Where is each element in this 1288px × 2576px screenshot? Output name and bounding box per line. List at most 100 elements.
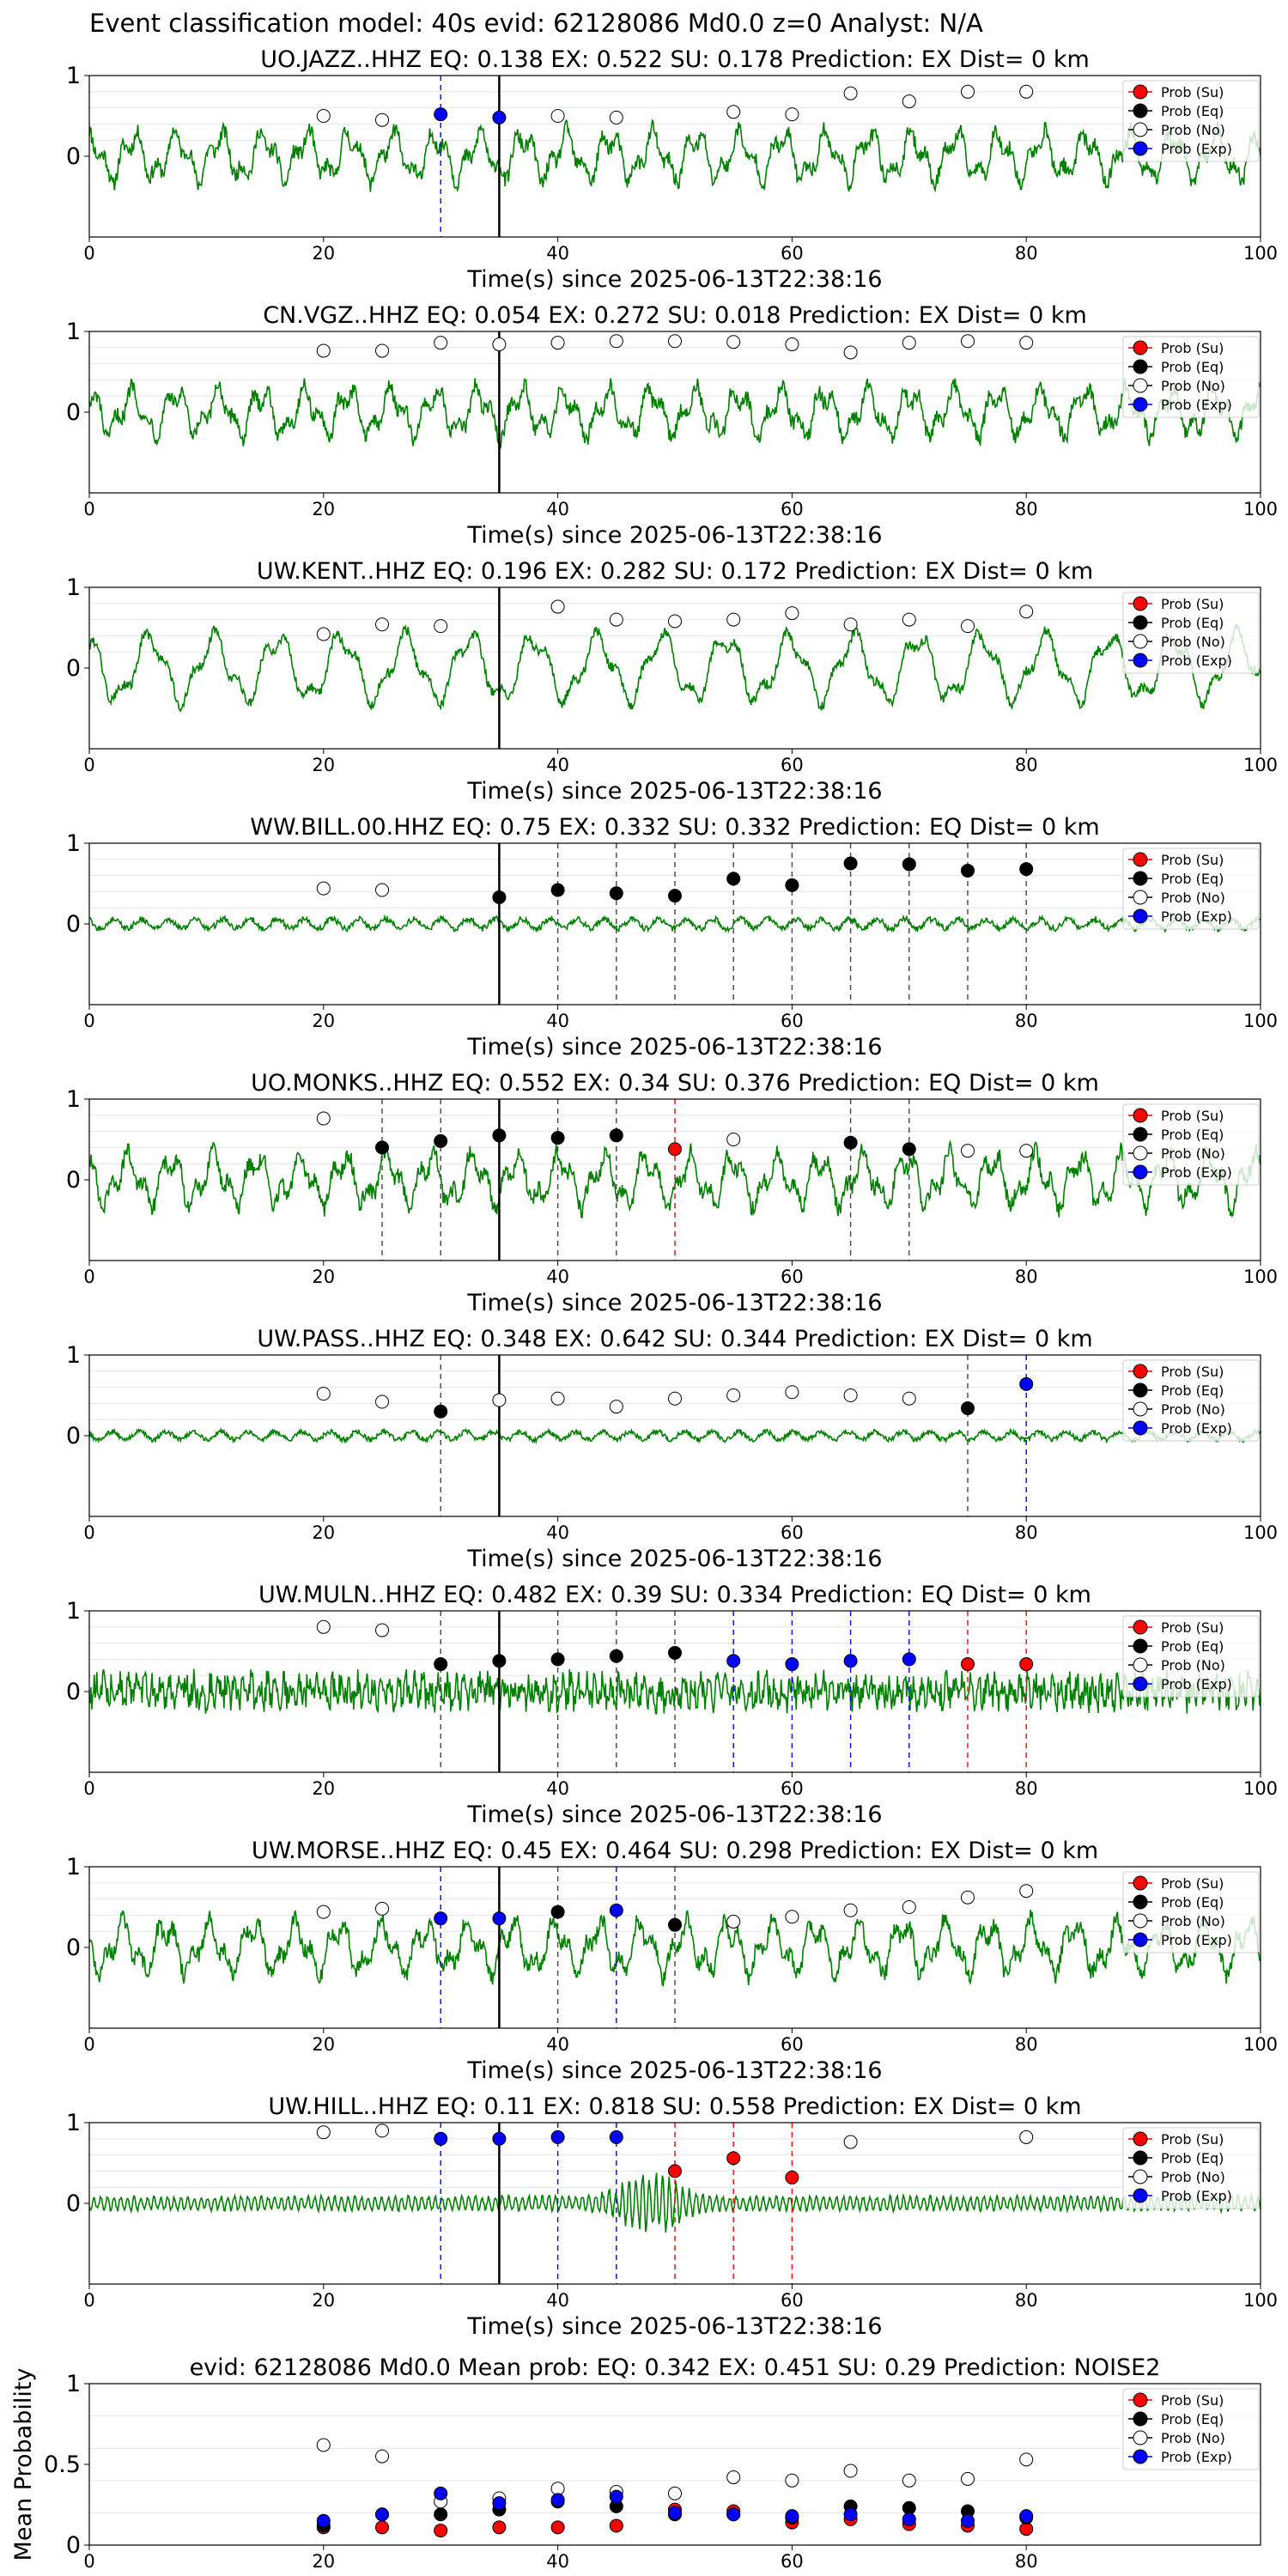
x-tick-label: 40 (546, 499, 569, 519)
x-tick-label: 0 (83, 1522, 94, 1543)
mean-prob-marker-no (843, 2464, 858, 2478)
x-tick-label: 100 (1243, 1011, 1278, 1031)
prob-marker-eq (902, 857, 916, 872)
legend-marker (1133, 908, 1148, 924)
prob-marker-no (902, 94, 916, 109)
x-tick-label: 0 (83, 2551, 94, 2572)
x-axis-label: Time(s) since 2025-06-13T22:38:16 (466, 2057, 882, 2084)
prob-marker-no (785, 107, 799, 122)
prob-marker-eq (668, 1917, 682, 1932)
y-tick-label: 1 (66, 63, 81, 89)
prob-marker-eq (375, 1140, 389, 1155)
prob-marker-exp (492, 110, 507, 125)
x-tick-label: 0 (83, 1267, 94, 1287)
legend-marker (1133, 340, 1148, 355)
legend-label: Prob (No) (1161, 634, 1225, 650)
legend-label: Prob (Su) (1161, 2131, 1224, 2148)
mean-prob-marker-exp (550, 2493, 565, 2507)
legend-label: Prob (Eq) (1161, 2150, 1224, 2166)
x-tick-label: 20 (312, 1778, 335, 1799)
prob-marker-no (843, 345, 858, 360)
legend-label: Prob (Eq) (1161, 871, 1224, 887)
legend-marker (1133, 1875, 1148, 1891)
prob-marker-no (961, 1890, 975, 1905)
y-tick-label: 0 (66, 143, 81, 170)
panel-title: UW.KENT..HHZ EQ: 0.196 EX: 0.282 SU: 0.1… (257, 558, 1093, 585)
prob-marker-no (316, 2125, 331, 2140)
prob-marker-no (1019, 336, 1034, 350)
x-tick-label: 20 (312, 1267, 335, 1287)
mean-prob-marker-exp (609, 2489, 623, 2504)
mean-prob-marker-no (785, 2473, 799, 2488)
waveform-trace (88, 118, 1261, 193)
x-tick-label: 20 (312, 1011, 335, 1031)
axes-frame (88, 842, 1261, 1005)
x-tick-label: 60 (781, 755, 804, 775)
waveform-panel: UW.KENT..HHZ EQ: 0.196 EX: 0.282 SU: 0.1… (66, 558, 1278, 805)
mean-prob-marker-eq (434, 2507, 448, 2522)
x-tick-label: 40 (546, 1778, 569, 1799)
legend-label: Prob (No) (1161, 890, 1225, 906)
x-tick-label: 60 (781, 1522, 804, 1543)
x-tick-label: 100 (1243, 243, 1278, 264)
legend-label: Prob (Su) (1161, 596, 1224, 612)
prob-marker-exp (434, 2131, 448, 2146)
waveform-panel: UW.MORSE..HHZ EQ: 0.45 EX: 0.464 SU: 0.2… (66, 1838, 1278, 2084)
legend-marker (1133, 2150, 1148, 2166)
x-tick-label: 80 (1015, 2034, 1038, 2055)
axes-frame (88, 2122, 1261, 2285)
legend-marker (1133, 634, 1148, 649)
legend-label: Prob (No) (1161, 1401, 1225, 1418)
legend-label: Prob (Exp) (1161, 397, 1232, 413)
panel-title: UW.MORSE..HHZ EQ: 0.45 EX: 0.464 SU: 0.2… (252, 1838, 1098, 1864)
y-tick-label: 1 (66, 830, 81, 857)
legend-label: Prob (Exp) (1161, 141, 1232, 157)
mean-prob-marker-exp (668, 2506, 682, 2520)
x-axis-label: Time(s) since 2025-06-13T22:38:16 (466, 1290, 882, 1316)
x-axis-label: Time(s) since 2025-06-13T22:38:16 (466, 266, 882, 293)
legend-marker (1133, 2449, 1148, 2464)
prob-marker-exp (609, 2129, 623, 2144)
legend-box (1122, 1871, 1260, 1953)
prob-marker-exp (434, 1911, 448, 1926)
prob-marker-no (1019, 2129, 1034, 2144)
legend-marker (1133, 2411, 1148, 2427)
waveform-trace (88, 1427, 1261, 1445)
legend-marker (1133, 890, 1148, 905)
prob-marker-no (316, 1111, 331, 1126)
prob-marker-no (785, 1385, 799, 1400)
axes-frame (88, 75, 1261, 238)
mean-prob-marker-su (434, 2524, 448, 2538)
y-tick-label: 0.5 (44, 2451, 81, 2478)
legend-label: Prob (Eq) (1161, 1894, 1224, 1911)
prob-marker-su (1019, 1657, 1034, 1672)
legend-label: Prob (No) (1161, 122, 1225, 138)
prob-marker-no (726, 1388, 741, 1402)
prob-marker-no (726, 105, 741, 119)
prob-marker-eq (550, 1652, 565, 1667)
legend-marker (1133, 1420, 1148, 1436)
mean-prob-marker-exp (375, 2507, 389, 2522)
panel-title: UO.JAZZ..HHZ EQ: 0.138 EX: 0.522 SU: 0.1… (260, 46, 1090, 73)
prob-marker-no (375, 883, 389, 897)
waveform-panel: UO.JAZZ..HHZ EQ: 0.138 EX: 0.522 SU: 0.1… (66, 46, 1278, 293)
legend-label: Prob (Exp) (1161, 1164, 1232, 1181)
x-tick-label: 100 (1243, 1522, 1278, 1543)
prob-marker-exp (902, 1652, 916, 1667)
legend-marker (1133, 1164, 1148, 1180)
legend-marker (1133, 1657, 1148, 1673)
x-tick-label: 100 (1243, 755, 1278, 775)
prob-marker-no (316, 1905, 331, 1919)
prob-marker-no (492, 337, 507, 352)
mean-prob-marker-exp (785, 2509, 799, 2524)
x-tick-label: 0 (83, 1778, 94, 1799)
legend-label: Prob (Su) (1161, 1875, 1224, 1892)
prob-marker-su (785, 2170, 799, 2184)
waveform-trace (88, 378, 1261, 452)
mean-prob-marker-no (961, 2471, 975, 2486)
x-tick-label: 40 (546, 1522, 569, 1543)
prob-marker-no (961, 619, 975, 634)
panel-title: UW.HILL..HHZ EQ: 0.11 EX: 0.818 SU: 0.55… (268, 2093, 1081, 2120)
mean-prob-marker-exp (1019, 2509, 1034, 2524)
legend-label: Prob (Su) (1161, 852, 1224, 868)
